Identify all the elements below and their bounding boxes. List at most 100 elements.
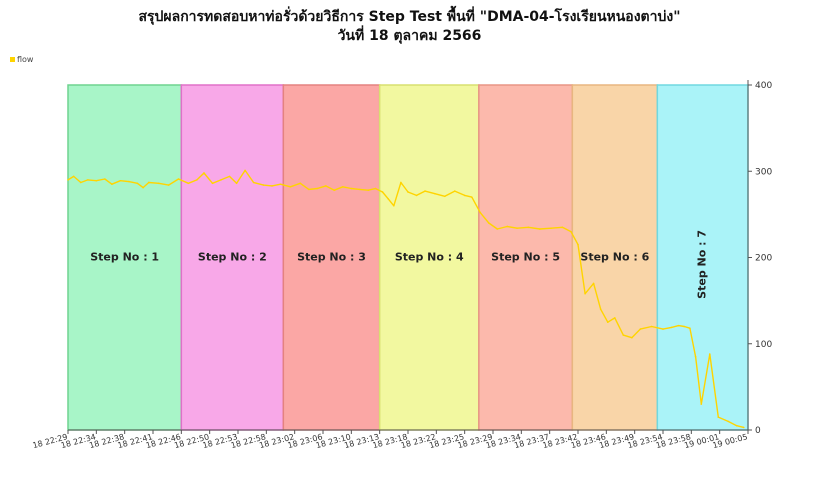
data-point-0-63 <box>599 308 602 311</box>
data-point-0-5 <box>104 178 106 180</box>
data-point-0-6 <box>111 183 113 185</box>
data-point-0-11 <box>147 181 150 184</box>
data-point-0-64 <box>606 321 609 323</box>
data-point-0-1 <box>72 175 75 178</box>
data-point-0-53 <box>506 225 508 228</box>
data-point-0-43 <box>415 194 418 197</box>
data-point-0-74 <box>689 327 691 330</box>
data-point-0-70 <box>662 328 664 330</box>
data-point-0-57 <box>550 227 552 229</box>
data-point-0-47 <box>453 190 456 192</box>
data-point-0-46 <box>444 195 446 198</box>
data-point-0-48 <box>463 194 466 197</box>
data-point-0-36 <box>367 189 370 192</box>
data-point-0-30 <box>316 187 319 190</box>
step-label-5: Step No : 5 <box>491 251 560 264</box>
data-point-0-80 <box>735 424 738 427</box>
step-label-2: Step No : 2 <box>198 251 267 264</box>
data-point-0-10 <box>142 186 144 189</box>
data-point-0-58 <box>561 226 564 229</box>
data-point-0-2 <box>79 181 82 184</box>
data-point-0-26 <box>279 183 282 185</box>
data-point-0-25 <box>271 185 273 187</box>
data-point-0-62 <box>592 282 595 285</box>
data-point-0-38 <box>381 191 384 193</box>
step-region-4 <box>378 84 480 431</box>
data-point-0-45 <box>434 192 436 195</box>
data-point-0-75 <box>694 355 697 358</box>
data-point-0-41 <box>400 181 402 184</box>
data-point-0-32 <box>333 189 336 192</box>
chart-legend: flow <box>10 55 33 64</box>
data-point-0-33 <box>342 185 344 188</box>
data-point-0-15 <box>187 182 190 185</box>
data-point-0-28 <box>299 182 302 185</box>
y-tick-label: 100 <box>755 340 772 350</box>
data-point-0-42 <box>407 191 409 193</box>
data-point-0-17 <box>203 172 205 174</box>
data-point-0-77 <box>708 353 711 355</box>
legend-label-flow: flow <box>17 55 34 64</box>
data-point-0-60 <box>577 243 579 246</box>
data-point-0-55 <box>527 226 530 229</box>
data-point-0-71 <box>670 326 673 329</box>
data-point-0-66 <box>622 334 625 336</box>
data-point-0-73 <box>683 325 686 328</box>
legend-swatch <box>10 57 15 62</box>
data-point-0-40 <box>393 204 395 207</box>
y-tick-label: 200 <box>755 254 772 264</box>
data-point-0-61 <box>584 292 586 295</box>
data-point-0-7 <box>119 179 122 182</box>
y-tick-label: 400 <box>755 81 772 91</box>
data-point-0-37 <box>374 187 377 190</box>
step-label-7: Step No : 7 <box>696 230 709 299</box>
data-point-0-59 <box>570 230 572 233</box>
y-tick-label: 300 <box>755 167 772 177</box>
data-point-0-51 <box>487 222 490 224</box>
step-label-3: Step No : 3 <box>297 251 366 264</box>
data-point-0-8 <box>128 180 130 183</box>
data-point-0-3 <box>87 179 89 181</box>
data-point-0-9 <box>136 182 139 185</box>
data-point-0-54 <box>516 227 518 229</box>
step-regions: Step No : 1 Step No : 2 Step No : 3 Step No… <box>67 84 749 431</box>
data-point-0-16 <box>196 179 198 181</box>
step-region-1 <box>67 84 183 431</box>
data-point-0-39 <box>387 198 389 200</box>
data-point-0-27 <box>289 185 292 188</box>
chart-title-line-2: วันที่ 18 ตุลาคม 2566 <box>337 28 482 44</box>
step-region-5 <box>478 84 574 431</box>
data-point-0-4 <box>95 179 98 182</box>
data-point-0-35 <box>359 188 361 191</box>
data-point-0-52 <box>496 228 499 230</box>
data-point-0-65 <box>614 317 616 319</box>
data-point-0-12 <box>157 182 160 185</box>
data-point-0-56 <box>538 228 541 230</box>
data-point-0-18 <box>211 182 214 185</box>
data-point-0-44 <box>424 190 426 192</box>
data-point-0-22 <box>244 169 246 172</box>
data-point-0-13 <box>167 184 170 186</box>
data-point-0-81 <box>742 426 745 429</box>
step-label-6: Step No : 6 <box>580 251 649 264</box>
step-region-3 <box>282 84 381 431</box>
data-point-0-0 <box>67 179 69 181</box>
data-point-0-78 <box>717 416 720 418</box>
data-point-0-34 <box>350 187 353 190</box>
data-point-0-69 <box>650 325 653 328</box>
data-point-0-14 <box>177 178 180 180</box>
data-point-0-19 <box>220 179 222 181</box>
data-point-0-72 <box>677 324 680 327</box>
chart-title-line-1: สรุปผลการทดสอบหาท่อรั่วด้วยวิธีการ Step … <box>138 9 681 25</box>
data-point-0-50 <box>479 211 482 214</box>
step-region-6 <box>571 84 659 431</box>
data-point-0-67 <box>631 336 633 339</box>
data-point-0-68 <box>639 328 642 330</box>
data-point-0-23 <box>252 181 255 184</box>
step-label-1: Step No : 1 <box>90 251 159 264</box>
flow-series <box>67 169 745 429</box>
data-point-0-31 <box>325 185 327 187</box>
series-line-flow <box>67 169 744 429</box>
data-point-0-79 <box>727 420 729 423</box>
